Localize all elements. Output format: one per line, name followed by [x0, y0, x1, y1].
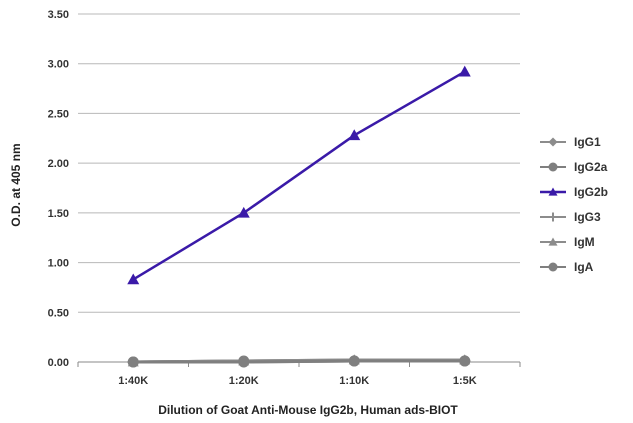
y-tick-label: 1.00	[48, 258, 69, 270]
y-tick-label: 2.50	[48, 108, 69, 120]
legend-item-igm: IgM	[540, 235, 595, 249]
data-point	[458, 65, 471, 77]
legend-label: IgG1	[574, 135, 601, 149]
legend-label: IgM	[574, 235, 595, 249]
gridlines	[78, 13, 520, 363]
legend-item-igg3: IgG3	[540, 210, 601, 224]
x-tick-label: 1:40K	[118, 375, 148, 387]
legend-item-iga: IgA	[540, 260, 594, 274]
legend-item-igg2a: IgG2a	[540, 160, 608, 174]
data-point	[548, 137, 558, 147]
legend-label: IgG2b	[574, 185, 608, 199]
x-tick-label: 1:20K	[229, 375, 259, 387]
data-point	[548, 162, 558, 172]
x-tick-label: 1:10K	[339, 375, 369, 387]
x-tick-labels: 1:40K 1:20K 1:10K 1:5K	[118, 375, 476, 387]
y-tick-label: 3.00	[48, 59, 69, 71]
data-point	[459, 355, 471, 367]
y-tick-labels: 0.00 0.50 1.00 1.50 2.00 2.50 3.00 3.50	[48, 9, 69, 369]
series-layer	[127, 65, 471, 368]
data-point	[127, 356, 139, 368]
legend-label: IgA	[574, 260, 594, 274]
legend-item-igg2b: IgG2b	[540, 185, 608, 199]
y-tick-label: 2.00	[48, 158, 69, 170]
y-axis-label: O.D. at 405 nm	[9, 143, 23, 226]
y-tick-label: 1.50	[48, 208, 69, 220]
legend-label: IgG3	[574, 210, 601, 224]
data-point	[237, 206, 250, 218]
data-point	[548, 212, 558, 222]
data-point	[238, 356, 250, 368]
series-line	[133, 359, 465, 364]
data-point	[127, 273, 140, 285]
data-point	[548, 262, 558, 272]
data-point	[548, 237, 558, 246]
x-axis-label: Dilution of Goat Anti-Mouse IgG2b, Human…	[158, 403, 458, 417]
legend-label: IgG2a	[574, 160, 608, 174]
x-tick-label: 1:5K	[453, 375, 477, 387]
legend-item-igg1: IgG1	[540, 135, 601, 149]
data-point	[548, 187, 558, 196]
data-point	[348, 355, 360, 367]
y-tick-label: 0.00	[48, 357, 69, 369]
legend: IgG1 IgG2a IgG2b IgG3 IgM IgA	[540, 135, 608, 274]
y-tick-label: 0.50	[48, 307, 69, 319]
data-point	[348, 129, 361, 141]
y-tick-label: 3.50	[48, 9, 69, 21]
series-line	[132, 70, 466, 281]
series-iga	[127, 355, 471, 368]
series-igg2b	[127, 65, 471, 285]
